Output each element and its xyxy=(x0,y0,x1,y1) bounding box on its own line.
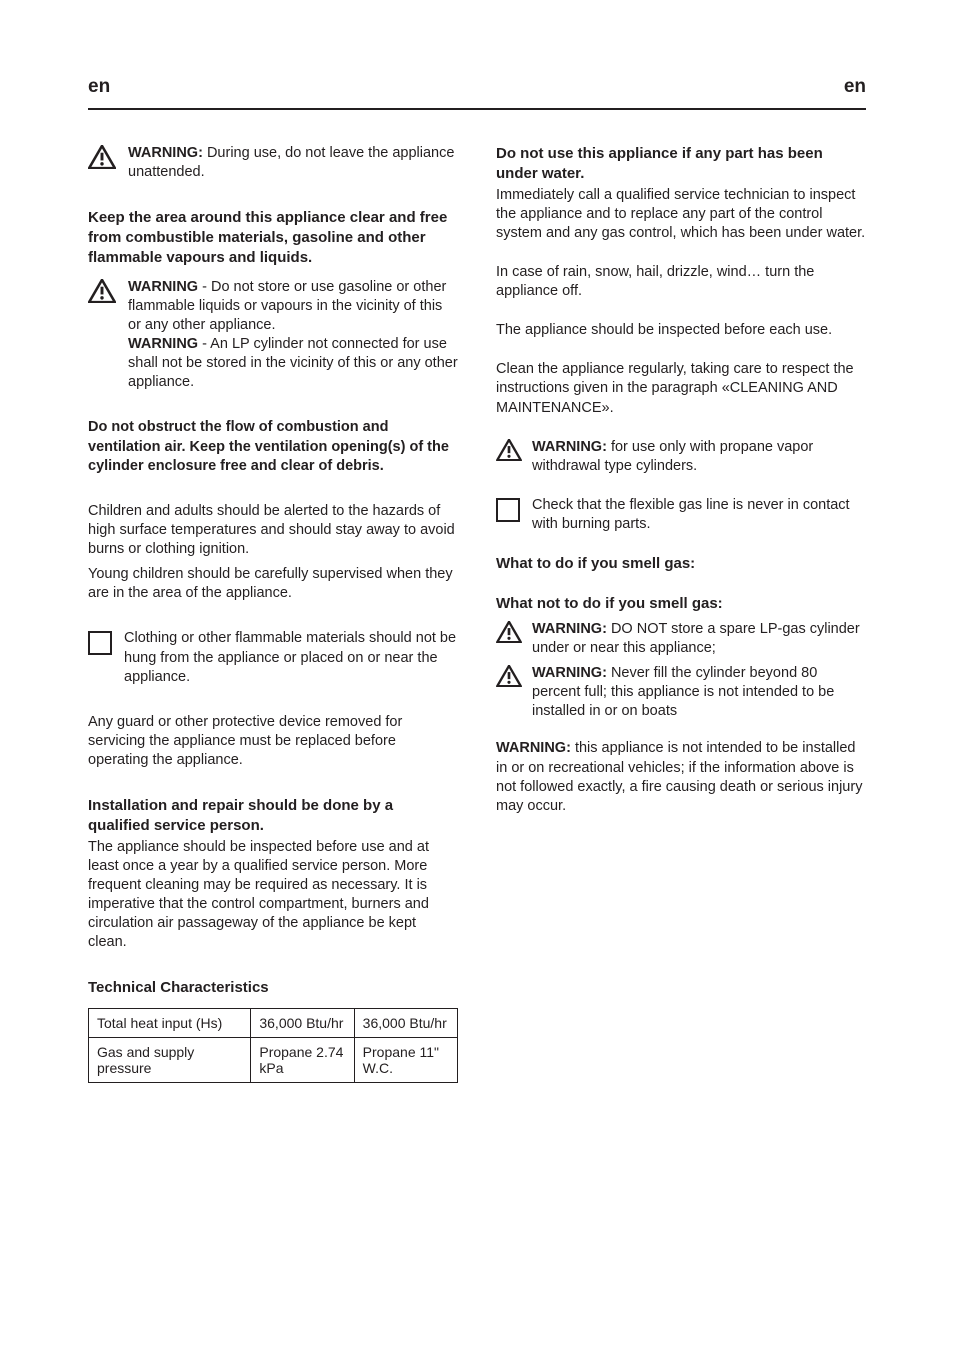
underwater-heading: Do not use this appliance if any part ha… xyxy=(496,144,866,184)
underwater-block: Do not use this appliance if any part ha… xyxy=(496,144,866,243)
underwater-text: Immediately call a qualified service tec… xyxy=(496,186,866,243)
guard-text: Any guard or other protective device rem… xyxy=(88,713,458,770)
square-icon xyxy=(88,631,112,655)
clothing-block: Clothing or other flammable materials sh… xyxy=(88,629,458,686)
obstruct-text: Do not obstruct the flow of combustion a… xyxy=(88,418,458,475)
keep-clear-block: Keep the area around this appliance clea… xyxy=(88,208,458,392)
square-icon xyxy=(496,498,520,522)
cell-heat-v2: 36,000 Btu/hr xyxy=(354,1009,457,1038)
children-block: Children and adults should be alerted to… xyxy=(88,502,458,604)
warning-spare-cylinder-text: WARNING: DO NOT store a spare LP-gas cyl… xyxy=(532,620,866,658)
header-right: en xyxy=(844,76,866,98)
clean-text: Clean the appliance regularly, taking ca… xyxy=(496,360,866,417)
install-heading: Installation and repair should be done b… xyxy=(88,796,458,836)
warning-spare-cylinder: WARNING: DO NOT store a spare LP-gas cyl… xyxy=(496,620,866,658)
inspect-block: The appliance should be inspected before… xyxy=(496,321,866,340)
tech-heading: Technical Characteristics xyxy=(88,978,458,998)
warning-icon xyxy=(496,665,522,687)
warning-fill-80: WARNING: Never fill the cylinder beyond … xyxy=(496,664,866,721)
header-rule xyxy=(88,108,866,110)
weather-block: In case of rain, snow, hail, drizzle, wi… xyxy=(496,263,866,301)
warning-fill-80-text: WARNING: Never fill the cylinder beyond … xyxy=(532,664,866,721)
cell-heat-label: Total heat input (Hs) xyxy=(89,1009,251,1038)
cell-heat-v1: 36,000 Btu/hr xyxy=(251,1009,354,1038)
cell-gas-v1: Propane 2.74 kPa xyxy=(251,1038,354,1083)
warning-vapor-text: WARNING: for use only with propane vapor… xyxy=(532,438,866,476)
smell-gas-dont-heading: What not to do if you smell gas: xyxy=(496,594,866,614)
smell-gas-dont: What not to do if you smell gas: WARNING… xyxy=(496,594,866,816)
inspect-text: The appliance should be inspected before… xyxy=(496,321,866,340)
weather-text: In case of rain, snow, hail, drizzle, wi… xyxy=(496,263,866,301)
smell-gas-do: What to do if you smell gas: xyxy=(496,554,866,574)
warning-icon xyxy=(88,145,116,169)
warning-during-use: WARNING: During use, do not leave the ap… xyxy=(88,144,458,182)
warning-icon xyxy=(496,439,522,461)
guard-block: Any guard or other protective device rem… xyxy=(88,713,458,770)
cell-gas-label: Gas and supply pressure xyxy=(89,1038,251,1083)
table-row: Gas and supply pressure Propane 2.74 kPa… xyxy=(89,1038,458,1083)
tech-table: Total heat input (Hs) 36,000 Btu/hr 36,0… xyxy=(88,1008,458,1083)
warning-icon xyxy=(88,279,116,303)
cell-gas-v2: Propane 11" W.C. xyxy=(354,1038,457,1083)
hose-text: Check that the flexible gas line is neve… xyxy=(532,496,866,534)
warning-icon xyxy=(496,621,522,643)
header-left: en xyxy=(88,76,110,98)
clothing-text: Clothing or other flammable materials sh… xyxy=(124,629,458,686)
warning-during-use-text: WARNING: During use, do not leave the ap… xyxy=(128,144,458,182)
clean-block: Clean the appliance regularly, taking ca… xyxy=(496,360,866,417)
table-row: Total heat input (Hs) 36,000 Btu/hr 36,0… xyxy=(89,1009,458,1038)
smell-gas-do-heading: What to do if you smell gas: xyxy=(496,554,866,574)
warning-gasoline-text: WARNING - Do not store or use gasoline o… xyxy=(128,278,458,335)
warning-vapor: WARNING: for use only with propane vapor… xyxy=(496,438,866,476)
obstruct-block: Do not obstruct the flow of combustion a… xyxy=(88,418,458,475)
hose-block: Check that the flexible gas line is neve… xyxy=(496,496,866,534)
warning-gasoline: WARNING - Do not store or use gasoline o… xyxy=(88,278,458,393)
children-supervise-text: Young children should be carefully super… xyxy=(88,565,458,603)
warning-lp-cylinder-text: WARNING - An LP cylinder not connected f… xyxy=(128,335,458,392)
warning-rv-text: WARNING: this appliance is not intended … xyxy=(496,739,866,816)
keep-clear-heading: Keep the area around this appliance clea… xyxy=(88,208,458,267)
install-block: Installation and repair should be done b… xyxy=(88,796,458,952)
install-text: The appliance should be inspected before… xyxy=(88,838,458,953)
children-text: Children and adults should be alerted to… xyxy=(88,502,458,559)
tech-block: Technical Characteristics Total heat inp… xyxy=(88,978,458,1083)
page-header: en en xyxy=(88,76,866,98)
